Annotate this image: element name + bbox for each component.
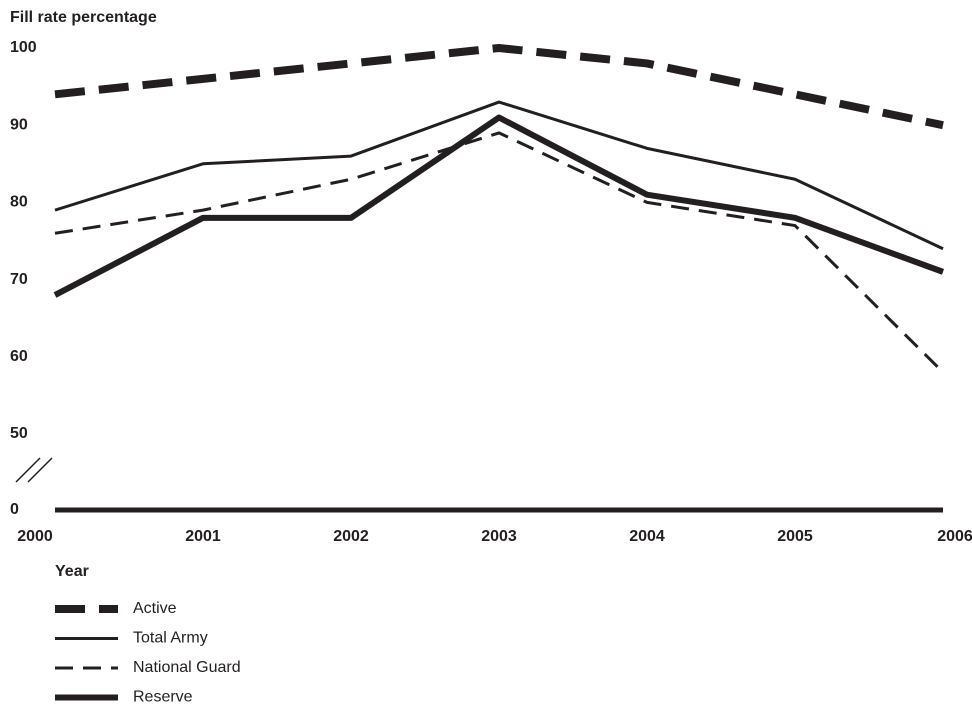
y-axis-label: Fill rate percentage	[10, 9, 157, 26]
x-tick-label: 2001	[185, 528, 221, 545]
x-tick-label: 2004	[629, 528, 665, 545]
series-line	[54, 131, 945, 374]
x-tick-label: 2003	[481, 528, 517, 545]
series-line	[54, 100, 944, 251]
axis-break-mark	[15, 457, 53, 483]
y-tick-label: 100	[10, 39, 37, 56]
legend-label: Active	[133, 600, 177, 617]
x-tick-label: 2005	[777, 528, 813, 545]
y-tick-label: 0	[10, 501, 19, 518]
y-tick-label: 80	[10, 194, 28, 211]
x-axis-label: Year	[55, 563, 89, 580]
legend-label: Reserve	[133, 689, 193, 706]
y-tick-label: 60	[10, 348, 28, 365]
legend-label: Total Army	[133, 630, 208, 647]
series-line	[53, 114, 945, 298]
legend-label: National Guard	[133, 659, 241, 676]
y-tick-label: 70	[10, 271, 28, 288]
x-tick-label: 2006	[937, 528, 972, 545]
series-line	[54, 44, 944, 130]
x-tick-label: 2002	[333, 528, 369, 545]
y-tick-label: 50	[10, 425, 28, 442]
x-tick-label: 2000	[17, 528, 53, 545]
y-tick-label: 90	[10, 116, 28, 133]
